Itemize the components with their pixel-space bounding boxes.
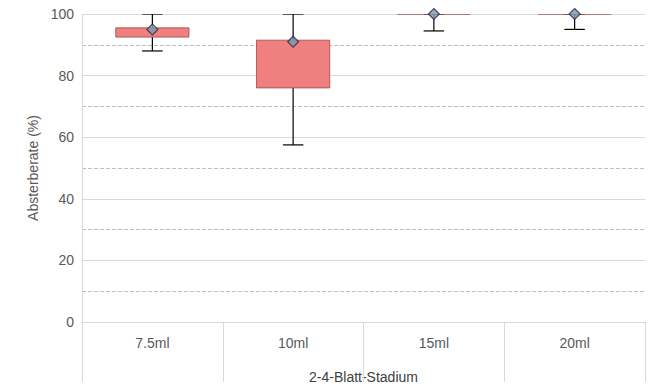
svg-text:0: 0 <box>66 314 74 330</box>
svg-text:7.5ml: 7.5ml <box>135 335 169 351</box>
svg-text:80: 80 <box>58 68 74 84</box>
svg-text:100: 100 <box>51 6 75 22</box>
svg-text:60: 60 <box>58 129 74 145</box>
svg-text:20: 20 <box>58 252 74 268</box>
svg-text:Absterberate (%): Absterberate (%) <box>25 115 41 221</box>
svg-text:2-4-Blatt-Stadium: 2-4-Blatt-Stadium <box>309 369 418 385</box>
svg-text:20ml: 20ml <box>559 335 589 351</box>
svg-text:15ml: 15ml <box>419 335 449 351</box>
svg-text:40: 40 <box>58 191 74 207</box>
svg-text:10ml: 10ml <box>278 335 308 351</box>
